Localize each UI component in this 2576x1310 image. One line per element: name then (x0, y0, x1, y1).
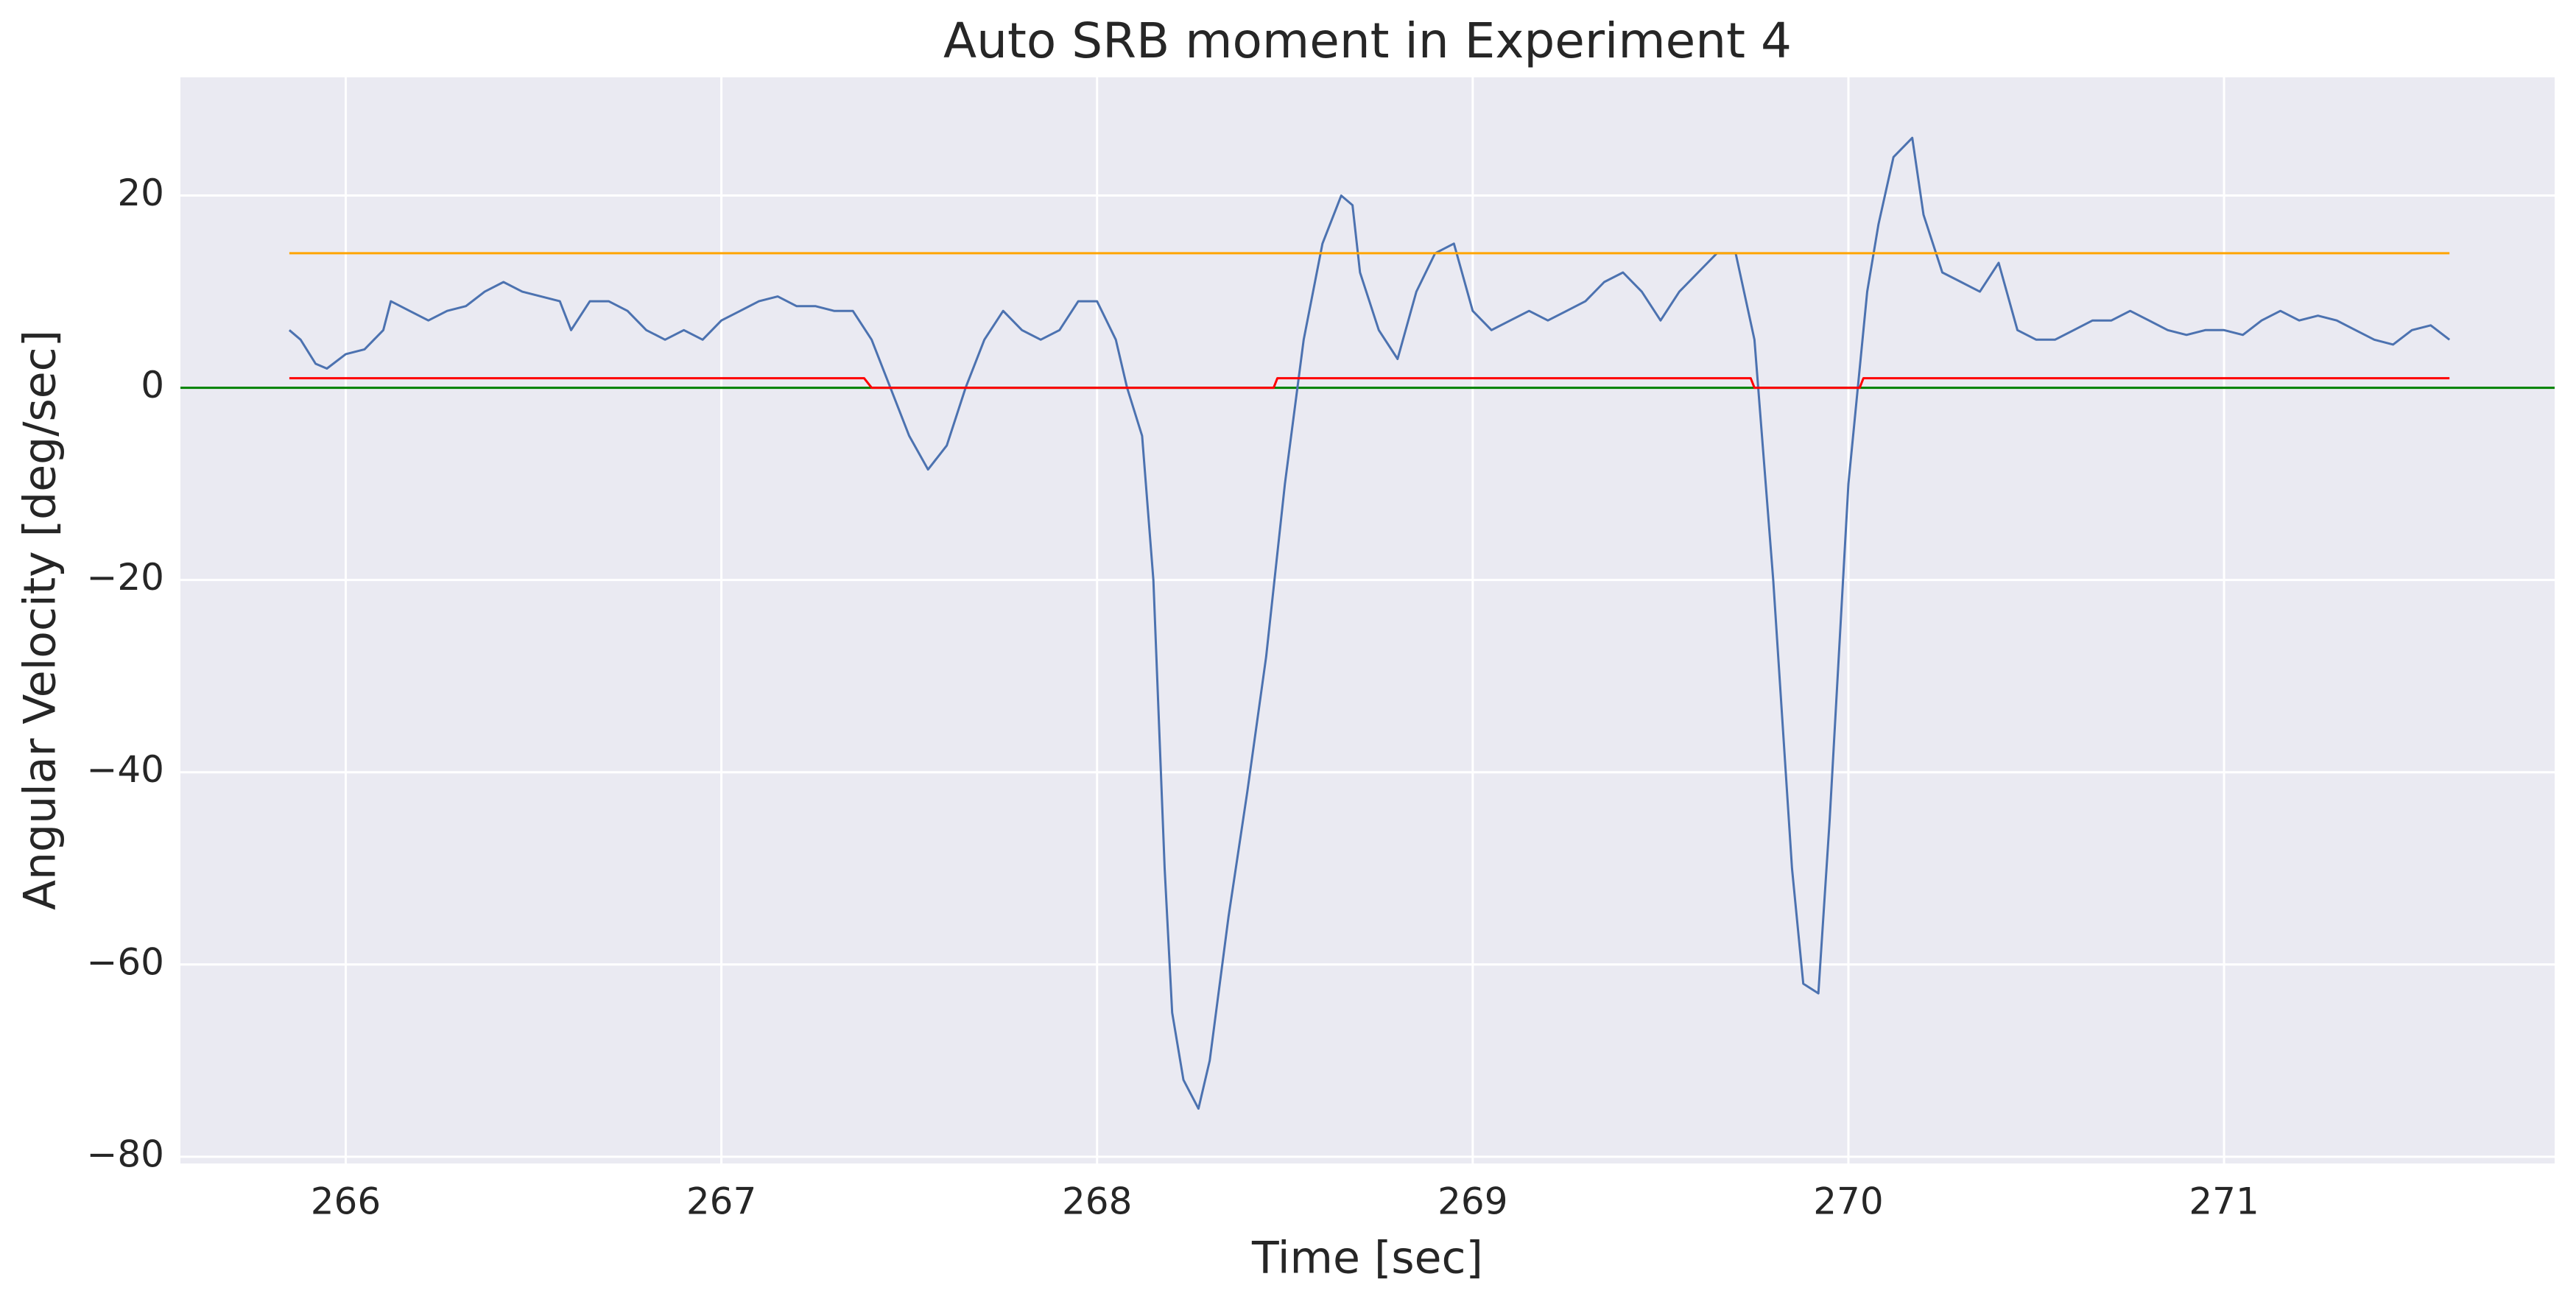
y-tick-label: 20 (117, 172, 164, 214)
y-tick-label: −80 (86, 1133, 164, 1175)
y-tick-label: −60 (86, 940, 164, 983)
x-tick-label: 266 (311, 1180, 381, 1223)
x-tick-label: 267 (686, 1180, 756, 1223)
x-tick-label: 269 (1437, 1180, 1507, 1223)
x-tick-label: 270 (1813, 1180, 1883, 1223)
y-tick-label: 0 (141, 364, 164, 406)
data-line (289, 377, 2450, 390)
x-axis-label: Time [sec] (1251, 1233, 1483, 1284)
y-axis-label: Angular Velocity [deg/sec] (15, 330, 66, 910)
y-tick-label: −40 (86, 748, 164, 791)
data-line (288, 136, 2451, 1110)
x-tick-label: 271 (2189, 1180, 2259, 1223)
y-tick-label: −20 (86, 556, 164, 599)
plot-area (180, 77, 2555, 1163)
chart-title: Auto SRB moment in Experiment 4 (943, 13, 1792, 69)
x-tick-label: 268 (1062, 1180, 1132, 1223)
